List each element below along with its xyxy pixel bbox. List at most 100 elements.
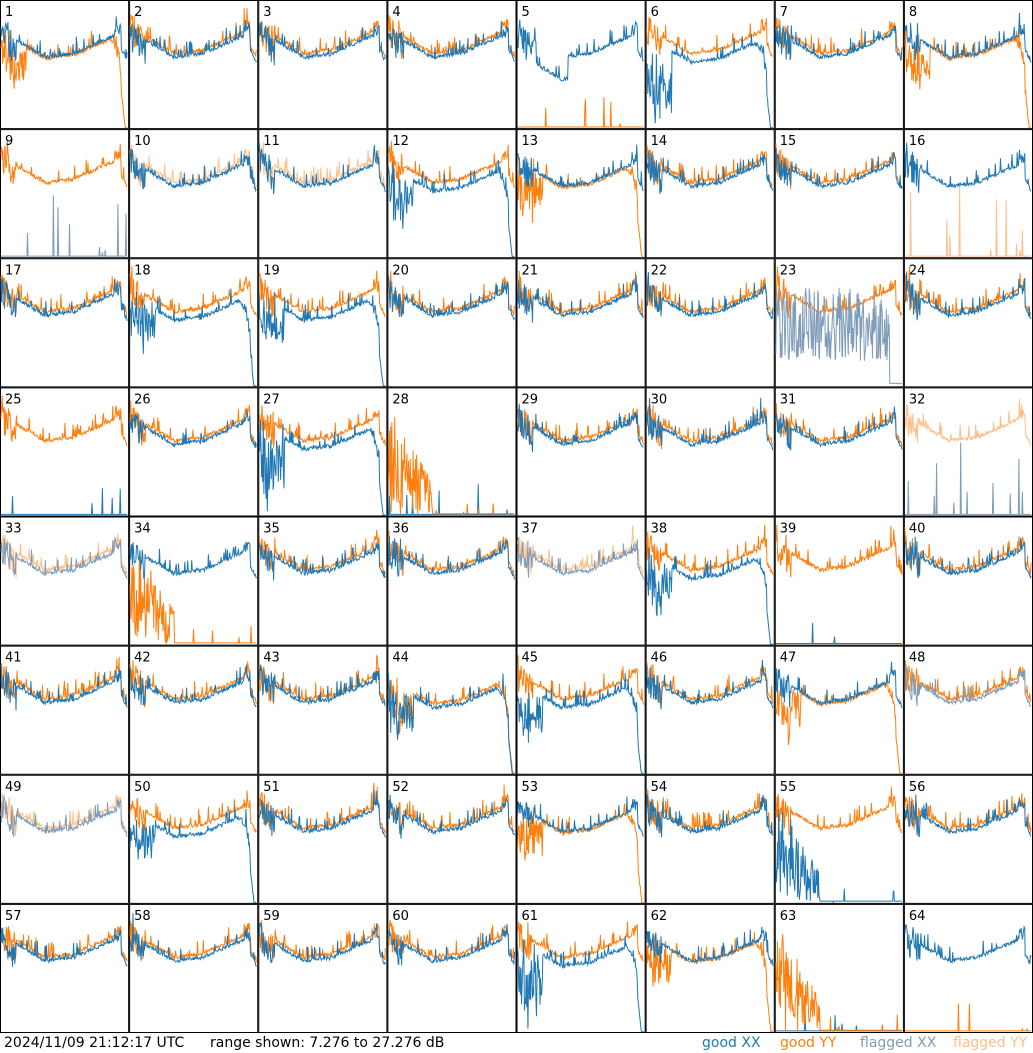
panel-frame — [258, 774, 388, 904]
series-xx-line — [258, 291, 386, 387]
panel-frame — [645, 0, 775, 130]
panel-label: 27 — [263, 392, 280, 407]
legend-flagged-yy: flagged YY — [953, 1035, 1028, 1051]
panel-frame — [774, 387, 904, 517]
series-xx-line — [517, 796, 644, 837]
series-xx-line — [517, 673, 644, 774]
panel-35: 35 — [258, 516, 388, 646]
panel-label: 44 — [392, 651, 409, 666]
panel-label: 60 — [392, 909, 409, 924]
series-xx-line — [646, 794, 774, 838]
panel-1: 1 — [0, 0, 130, 130]
legend-flagged-xx: flagged XX — [860, 1035, 937, 1051]
panel-22: 22 — [645, 258, 775, 388]
series-yy-line — [129, 660, 257, 708]
panel-frame — [129, 903, 259, 1033]
panel-53: 53 — [516, 774, 646, 904]
series-xx-line — [646, 659, 774, 710]
panel-label: 1 — [5, 5, 13, 20]
series-yy-line — [129, 920, 257, 963]
panel-frame — [645, 258, 775, 388]
series-yy-line — [387, 417, 515, 515]
panel-15: 15 — [774, 129, 904, 259]
series-xx-line — [0, 664, 128, 711]
series-xx-line — [904, 271, 1032, 321]
panel-12: 12 — [387, 129, 517, 259]
series-yy-line — [904, 185, 1031, 257]
panel-frame — [0, 903, 130, 1033]
series-xx-line — [775, 1009, 902, 1032]
panel-frame — [903, 258, 1033, 388]
panel-label: 19 — [263, 263, 280, 278]
panel-40: 40 — [903, 516, 1033, 646]
series-xx-line — [387, 20, 515, 62]
series-xx-line — [258, 143, 386, 195]
panel-frame — [0, 258, 130, 388]
panel-label: 21 — [522, 263, 539, 278]
panel-frame — [645, 645, 775, 775]
panel-label: 25 — [5, 392, 22, 407]
panel-label: 50 — [134, 780, 151, 795]
panel-3: 3 — [258, 0, 388, 130]
series-xx-line — [388, 483, 515, 515]
series-xx-line — [775, 287, 902, 384]
series-yy-line — [258, 270, 386, 318]
panel-label: 62 — [651, 909, 668, 924]
series-yy-line — [904, 1003, 1031, 1032]
panel-label: 15 — [780, 134, 797, 149]
panel-58: 58 — [129, 903, 259, 1033]
series-yy-line — [0, 793, 128, 836]
panel-frame — [645, 774, 775, 904]
series-yy-line — [258, 405, 386, 448]
series-xx-line — [517, 403, 644, 453]
series-yy-line — [129, 400, 257, 446]
panel-33: 33 — [0, 516, 130, 646]
series-xx-line — [258, 419, 386, 516]
panel-2: 2 — [129, 0, 259, 130]
panel-frame — [774, 0, 904, 130]
panel-label: 41 — [5, 651, 22, 666]
series-yy-line — [517, 408, 645, 445]
panel-8: 8 — [903, 0, 1033, 130]
panel-label: 57 — [5, 909, 22, 924]
panel-30: 30 — [645, 387, 775, 517]
panel-label: 33 — [5, 522, 22, 537]
series-xx-line — [0, 16, 128, 62]
series-yy-line — [775, 143, 903, 190]
timestamp: 2024/11/09 21:12:17 UTC — [4, 1035, 185, 1051]
panel-frame — [0, 516, 130, 646]
series-xx-line — [258, 21, 386, 66]
panel-label: 18 — [134, 263, 151, 278]
panel-frame — [774, 129, 904, 259]
panel-label: 58 — [134, 909, 151, 924]
series-xx-line — [775, 24, 903, 61]
series-xx-line — [387, 159, 515, 258]
series-yy-line — [387, 784, 515, 833]
panel-61: 61 — [516, 903, 646, 1033]
series-yy-line — [904, 266, 1032, 315]
panel-frame — [0, 774, 130, 904]
series-xx-line — [258, 664, 386, 707]
series-xx-line — [904, 442, 1031, 515]
series-yy-line — [129, 8, 257, 61]
panel-45: 45 — [516, 645, 646, 775]
legend-good-xx: good XX — [702, 1035, 761, 1051]
panel-60: 60 — [387, 903, 517, 1033]
panel-label: 46 — [651, 651, 668, 666]
panel-46: 46 — [645, 645, 775, 775]
panel-10: 10 — [129, 129, 259, 259]
panel-55: 55 — [774, 774, 904, 904]
panel-label: 30 — [651, 392, 668, 407]
panel-label: 12 — [392, 134, 409, 149]
panel-label: 5 — [522, 5, 530, 20]
panel-16: 16 — [903, 129, 1033, 259]
series-xx-line — [129, 541, 257, 580]
panel-label: 42 — [134, 651, 151, 666]
series-xx-line — [775, 661, 903, 708]
panel-label: 40 — [909, 522, 926, 537]
panel-label: 55 — [780, 780, 797, 795]
series-xx-line — [0, 794, 128, 838]
panel-13: 13 — [516, 129, 646, 259]
panel-label: 9 — [5, 134, 13, 149]
